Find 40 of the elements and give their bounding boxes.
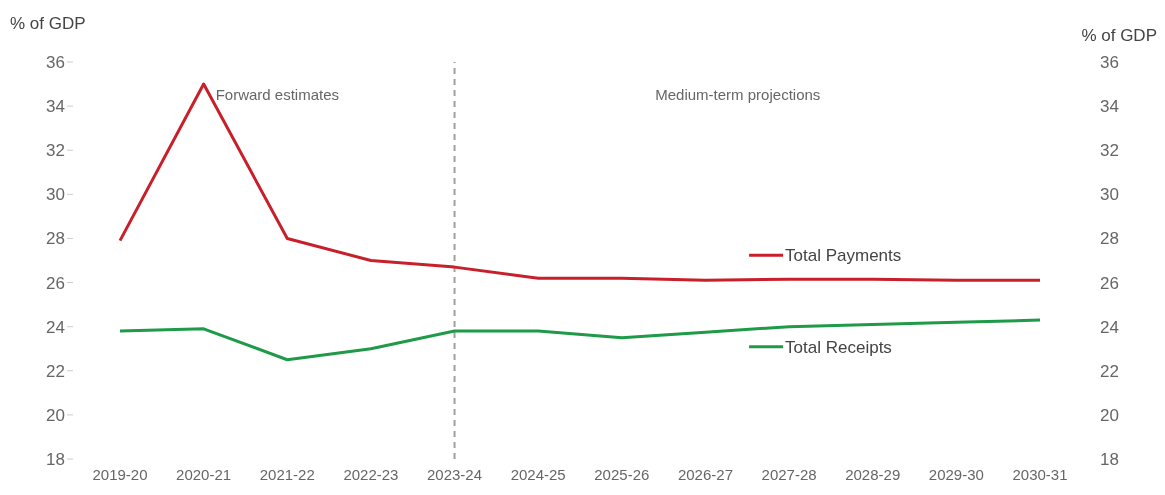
x-tick-label: 2021-22 bbox=[259, 465, 315, 483]
y-tick-label: 22 bbox=[46, 361, 65, 381]
y2-tick-label: 26 bbox=[1100, 273, 1119, 293]
y-tick-label: 28 bbox=[46, 229, 65, 249]
x-tick-label: 2022-23 bbox=[343, 465, 399, 483]
y-tick-label: 36 bbox=[46, 53, 65, 73]
line-series bbox=[118, 318, 1042, 362]
y2-axis-title: % of GDP bbox=[1081, 26, 1157, 46]
legend-label: Total Payments bbox=[785, 246, 902, 266]
y2-tick-label: 18 bbox=[1100, 450, 1119, 470]
x-tick-label: 2030-31 bbox=[1012, 465, 1068, 483]
x-tick-label: 2026-27 bbox=[677, 465, 733, 483]
y2-tick-label: 20 bbox=[1100, 405, 1119, 425]
legend-label: Total Receipts bbox=[785, 337, 892, 357]
x-tick-label: 2028-29 bbox=[845, 465, 901, 483]
x-tick-label: 2019-20 bbox=[92, 465, 148, 483]
x-tick-label: 2029-30 bbox=[928, 465, 984, 483]
y-tick-label: 20 bbox=[46, 405, 65, 425]
x-tick-label: 2027-28 bbox=[761, 465, 817, 483]
y-tick-label: 34 bbox=[46, 97, 65, 117]
y2-tick-label: 32 bbox=[1100, 141, 1119, 161]
y2-tick-label: 36 bbox=[1100, 53, 1119, 73]
y2-tick-label: 28 bbox=[1100, 229, 1119, 249]
y2-tick-label: 30 bbox=[1100, 185, 1119, 205]
x-tick-label: 2024-25 bbox=[510, 465, 566, 483]
y-tick-label: 18 bbox=[46, 450, 65, 470]
y-tick-label: 26 bbox=[46, 273, 65, 293]
y2-tick-label: 24 bbox=[1100, 317, 1119, 337]
y2-tick-label: 22 bbox=[1100, 361, 1119, 381]
y-tick-label: 30 bbox=[46, 185, 65, 205]
x-tick-label: 2025-26 bbox=[594, 465, 650, 483]
x-tick-label: 2023-24 bbox=[427, 465, 483, 483]
y2-tick-label: 34 bbox=[1100, 97, 1119, 117]
y-axis-title: % of GDP bbox=[10, 14, 86, 34]
x-tick-label: 2020-21 bbox=[176, 465, 232, 483]
annotation: Forward estimates bbox=[215, 86, 339, 103]
y-tick-label: 24 bbox=[46, 317, 65, 337]
line-series bbox=[118, 82, 1042, 282]
annotation: Medium-term projections bbox=[655, 86, 821, 103]
y-tick-label: 32 bbox=[46, 141, 65, 161]
